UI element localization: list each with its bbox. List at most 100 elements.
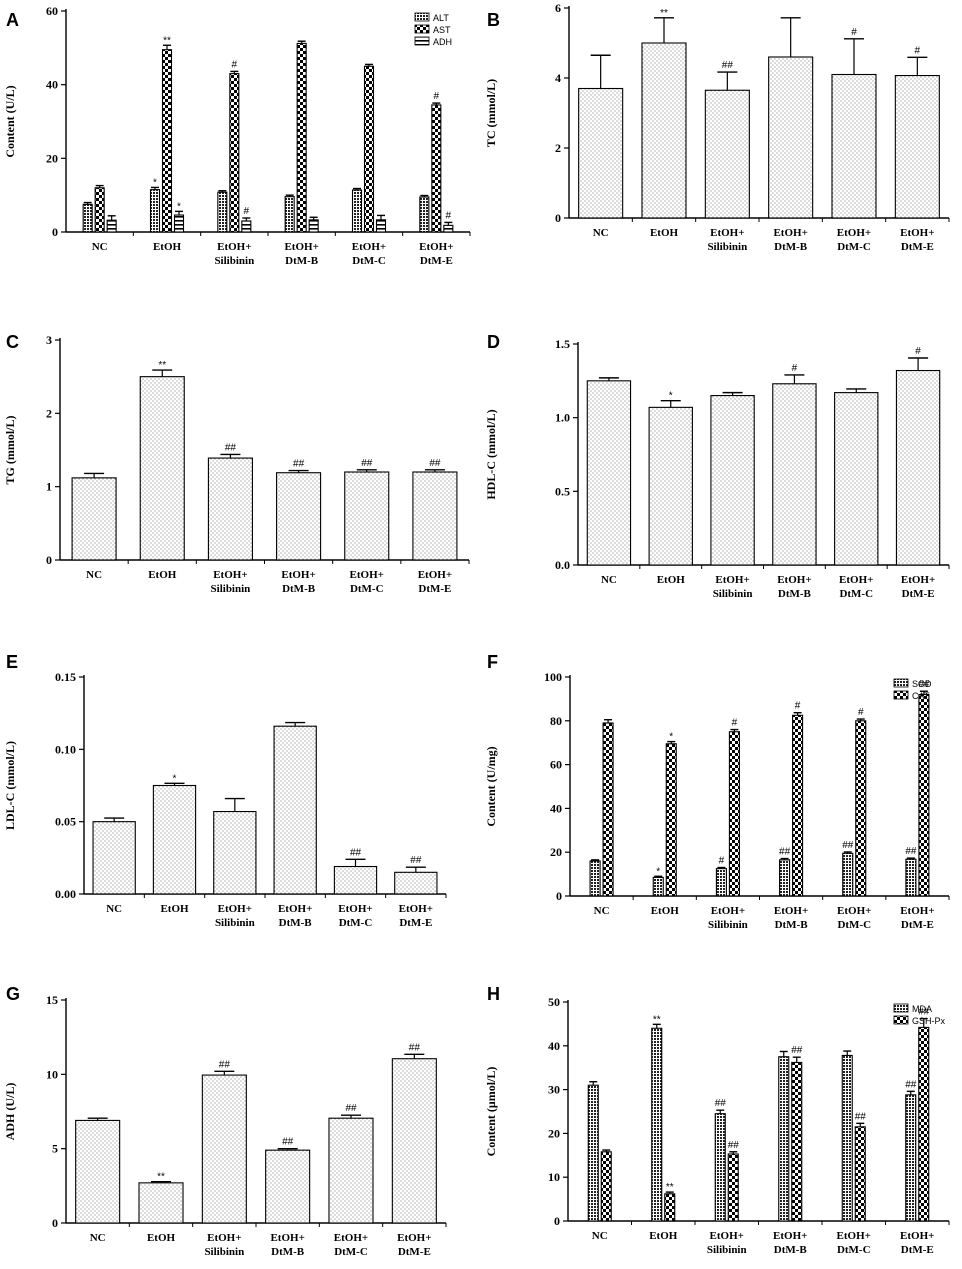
significance-mark: **	[163, 35, 171, 46]
bar-alt	[284, 196, 295, 233]
y-tick-label: 1	[46, 480, 52, 494]
y-tick-label: 0	[52, 1216, 58, 1230]
significance-mark: ##	[293, 459, 305, 470]
y-tick-label: 20	[46, 151, 58, 165]
significance-mark: #	[719, 856, 725, 867]
x-category-label: DtM-E	[420, 255, 453, 267]
x-category-label: Silibinin	[214, 255, 254, 267]
x-category-label: DtM-B	[778, 588, 812, 600]
x-category-label: Silibinin	[211, 583, 251, 595]
bar-ldl-c	[152, 784, 197, 895]
x-category-label: EtOH+	[281, 569, 315, 581]
x-category-label: DtM-C	[334, 1246, 368, 1258]
bar-alt	[149, 189, 161, 233]
x-category-label: DtM-C	[352, 255, 386, 267]
bar-ast	[296, 42, 307, 233]
y-tick-label: 60	[46, 4, 58, 18]
bar-tg	[276, 472, 322, 561]
x-category-label: Silibinin	[215, 917, 255, 929]
y-tick-label: 0	[555, 211, 561, 225]
bar-mda	[778, 1056, 790, 1222]
legend-label: ADH	[433, 37, 452, 47]
significance-mark: ##	[350, 847, 362, 858]
legend-swatch	[414, 12, 430, 22]
x-category-label: DtM-B	[774, 1244, 808, 1256]
panel-letter: E	[6, 652, 18, 672]
x-category-label: NC	[601, 574, 617, 586]
x-category-label: DtM-E	[901, 1244, 934, 1256]
y-axis-title: Content (μmol/L)	[484, 1067, 498, 1157]
x-category-label: NC	[86, 569, 102, 581]
x-category-label: DtM-B	[271, 1246, 305, 1258]
y-tick-label: 60	[550, 758, 562, 772]
panel-letter: B	[487, 10, 500, 30]
bar-gsh-px	[918, 1026, 930, 1222]
bar-adh	[201, 1074, 247, 1224]
significance-mark: #	[244, 206, 250, 217]
x-category-label: EtOH+	[397, 1232, 431, 1244]
significance-mark: *	[153, 177, 157, 188]
bar-gsh-px	[600, 1151, 612, 1222]
x-category-label: EtOH+	[218, 903, 252, 915]
y-tick-label: 40	[548, 1039, 560, 1053]
bar-gsh-px	[791, 1061, 803, 1222]
significance-mark: ##	[918, 1007, 930, 1018]
bar-gsh-px	[854, 1126, 866, 1222]
bar-adh	[443, 224, 454, 233]
x-category-label: DtM-B	[285, 255, 319, 267]
chart-panel-g: G 0 5 10 15 ADH (U/L) NC EtOH ** EtOH+ Silibinin ##…	[3, 984, 447, 1258]
bar-ast	[229, 73, 240, 233]
x-category-label: EtOH+	[900, 1230, 934, 1242]
x-category-label: DtM-B	[279, 917, 313, 929]
x-category-label: NC	[106, 903, 122, 915]
bar-tg	[207, 457, 253, 561]
x-category-label: EtOH+	[270, 1232, 304, 1244]
significance-mark: #	[851, 27, 857, 38]
x-category-label: EtOH	[651, 905, 680, 917]
y-tick-label: 100	[544, 670, 562, 684]
significance-mark: ##	[905, 846, 917, 857]
significance-mark: ##	[842, 840, 854, 851]
y-tick-label: 2	[46, 406, 52, 420]
x-category-label: EtOH+	[837, 905, 871, 917]
significance-mark: #	[915, 45, 921, 56]
significance-mark: ##	[715, 1098, 727, 1109]
significance-mark: *	[656, 866, 660, 877]
x-category-label: EtOH+	[901, 574, 935, 586]
x-category-label: Silibinin	[707, 1244, 747, 1256]
legend-swatch	[893, 690, 909, 700]
y-tick-label: 0	[556, 889, 562, 903]
y-tick-label: 6	[555, 1, 561, 15]
bar-adh	[241, 220, 252, 233]
legend-swatch	[414, 36, 430, 46]
legend-label: ALT	[433, 13, 449, 23]
y-axis-title: ADH (U/L)	[3, 1083, 17, 1141]
legend-label: CAT	[912, 691, 930, 701]
y-tick-label: 3	[46, 333, 52, 347]
x-category-label: NC	[593, 227, 609, 239]
x-category-label: EtOH	[160, 903, 189, 915]
bar-sod	[905, 858, 917, 897]
bar-cat	[602, 722, 614, 897]
x-category-label: DtM-E	[418, 583, 451, 595]
x-category-label: NC	[90, 1232, 106, 1244]
y-tick-label: 5	[52, 1142, 58, 1156]
x-category-label: DtM-C	[350, 583, 384, 595]
bar-tg	[71, 477, 117, 561]
significance-mark: #	[858, 707, 864, 718]
chart-panel-c: C 0 1 2 3 TG (mmol/L) NC EtOH ** EtOH+ Silibinin ##…	[3, 332, 470, 595]
bar-cat	[918, 693, 930, 897]
legend-swatch	[893, 1015, 909, 1025]
x-category-label: EtOH+	[213, 569, 247, 581]
x-category-label: EtOH+	[710, 1230, 744, 1242]
bar-adh	[328, 1117, 374, 1224]
chart-panel-e: E 0.00 0.05 0.10 0.15 LDL-C (mmol/L) NC EtOH * Et…	[3, 652, 447, 929]
bar-adh	[173, 214, 185, 233]
significance-mark: ##	[722, 60, 734, 71]
bar-gsh-px	[727, 1153, 739, 1222]
significance-mark: **	[653, 1014, 661, 1025]
x-category-label: EtOH+	[207, 1232, 241, 1244]
bar-sod	[652, 876, 664, 897]
x-category-label: Silibinin	[708, 919, 748, 931]
